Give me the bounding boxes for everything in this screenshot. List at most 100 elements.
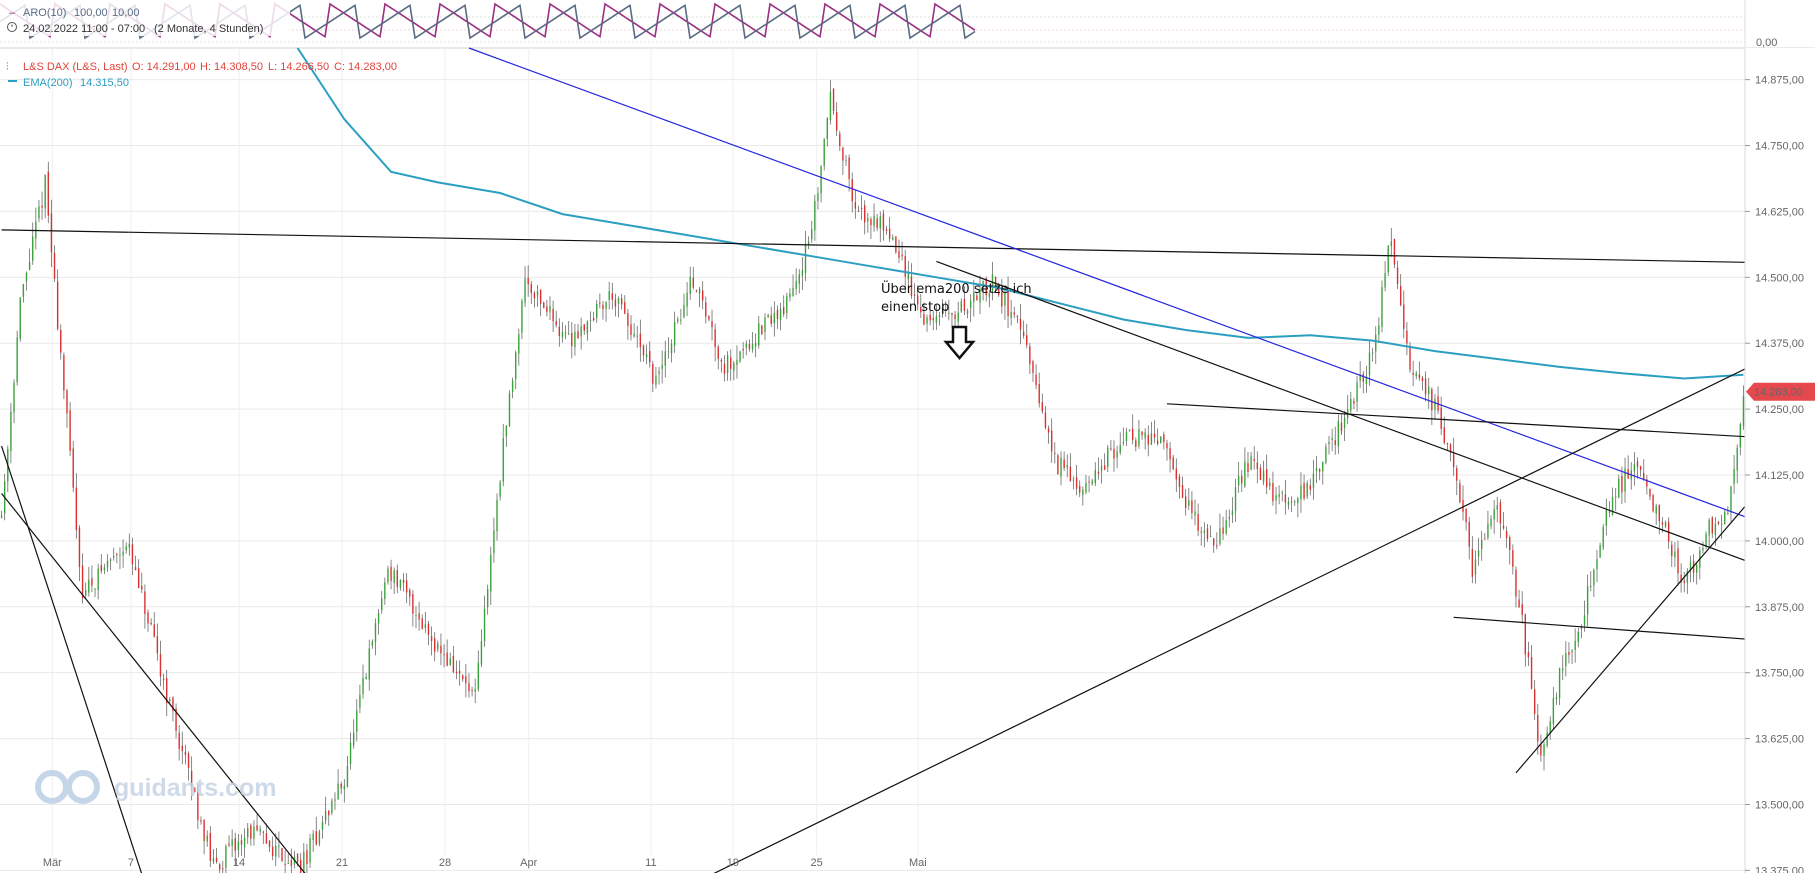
candle-body [1016, 315, 1019, 318]
candle-body [502, 438, 504, 482]
down-arrow-icon[interactable] [943, 325, 976, 360]
candle-body [1452, 452, 1455, 468]
candle-body [209, 833, 212, 861]
candle-body [801, 269, 804, 277]
trendline-blue-downtrend[interactable] [468, 47, 1815, 873]
candle-body [795, 281, 797, 290]
candle-body [1462, 499, 1464, 512]
candle-body [1530, 657, 1533, 689]
candle-body [667, 351, 670, 353]
candle-body [486, 588, 489, 608]
aroon-indicator-label: ARO(10) [23, 7, 66, 19]
candle-body [1680, 574, 1682, 583]
candle-body [471, 690, 473, 692]
candle-body [832, 88, 835, 111]
trendline-left-steep-down-2[interactable] [1, 493, 314, 873]
candle-body [602, 304, 604, 310]
candle-body [337, 783, 339, 800]
candle-body [144, 591, 146, 614]
candle-body [131, 544, 134, 565]
annotation-line-1: Über ema200 setze ich [881, 280, 1032, 297]
candle-body [1639, 466, 1642, 471]
candle-body [798, 274, 800, 284]
candle-body [1312, 473, 1315, 488]
candle-body [733, 363, 735, 371]
candle-body [1434, 398, 1436, 410]
trendline-mid-channel-top[interactable] [1166, 403, 1815, 515]
time-axis[interactable]: Mär 7 14 21 28 Apr 11 19 25 Mai [43, 857, 927, 869]
candle-body [792, 287, 794, 297]
candle-body [262, 831, 265, 833]
candle-body [1696, 564, 1698, 573]
candle-body [250, 825, 252, 839]
candle-body [88, 579, 90, 593]
candle-body [1365, 376, 1368, 385]
candle-body [730, 357, 732, 369]
candle-body [1736, 447, 1738, 471]
candle-body [1509, 537, 1511, 550]
candle-body [1209, 535, 1212, 537]
candle-body [84, 590, 87, 596]
candle-body [1241, 475, 1243, 484]
candle-body [739, 351, 741, 362]
ema200-line [296, 47, 1744, 380]
trendline-mid-channel-bottom[interactable] [1453, 616, 1815, 741]
candle-body [1590, 585, 1592, 587]
candle-body [483, 608, 486, 642]
candle-body [1256, 462, 1259, 469]
candle-body [352, 733, 355, 746]
candle-body [1284, 494, 1287, 503]
candle-body [689, 276, 691, 294]
candle-body [1237, 476, 1240, 486]
price-tick-label: 14.625,00 [1755, 206, 1804, 218]
annotation[interactable]: Über ema200 setze ich einen stop [881, 280, 1032, 360]
candle-body [1085, 482, 1087, 493]
candle-body [1512, 550, 1514, 567]
price-axis[interactable]: 14.875,00 14.750,00 14.625,00 14.500,00 14.3… [1745, 75, 1804, 873]
candle-body [991, 274, 994, 293]
candle-body [1562, 668, 1564, 671]
candle-body [577, 331, 579, 339]
ema-value: 14.315,50 [80, 77, 129, 89]
trendline-drawings[interactable] [0, 47, 1815, 873]
candle-body [829, 91, 832, 121]
candle-body [661, 365, 663, 369]
candle-body [913, 294, 916, 296]
candle-body [1019, 318, 1022, 330]
candle-body [231, 839, 233, 846]
candle-body [150, 622, 152, 625]
candle-body [1375, 334, 1377, 352]
candle-body [1415, 373, 1417, 377]
candle-body [184, 751, 187, 755]
candle-body [817, 193, 819, 202]
candle-body [418, 613, 420, 620]
candle-body [864, 205, 866, 223]
candle-body [1213, 538, 1215, 546]
candle-body [630, 324, 632, 335]
candle-body [25, 272, 28, 282]
candle-body [1206, 528, 1209, 539]
trendline-uptrend-support[interactable] [693, 48, 1815, 873]
candle-body [1493, 509, 1495, 520]
candle-body [1231, 510, 1234, 515]
candle-body [309, 838, 311, 863]
aroon-legend: ‒ ARO(10) 100,00 10,00 24.02.2022 11:00 … [7, 7, 263, 35]
candle-body [789, 293, 791, 298]
candle-body [424, 624, 427, 628]
candle-body [1244, 461, 1246, 487]
trendline-horizontal-resistance[interactable] [1, 229, 1815, 288]
candle-body [81, 565, 84, 599]
candle-body [720, 359, 723, 362]
last-price-marker: 14.283,00 [1746, 382, 1815, 401]
candle-body [1643, 472, 1645, 481]
candle-body [396, 570, 398, 587]
candle-body [387, 568, 389, 583]
candle-body [1141, 431, 1143, 436]
candle-body [365, 676, 367, 680]
trendline-left-steep-down-1[interactable] [0, 445, 145, 873]
trendline-steep-uptrend[interactable] [1515, 48, 1815, 774]
candle-body [1614, 496, 1617, 498]
candle-body [1007, 289, 1009, 317]
candle-body [1001, 292, 1003, 307]
